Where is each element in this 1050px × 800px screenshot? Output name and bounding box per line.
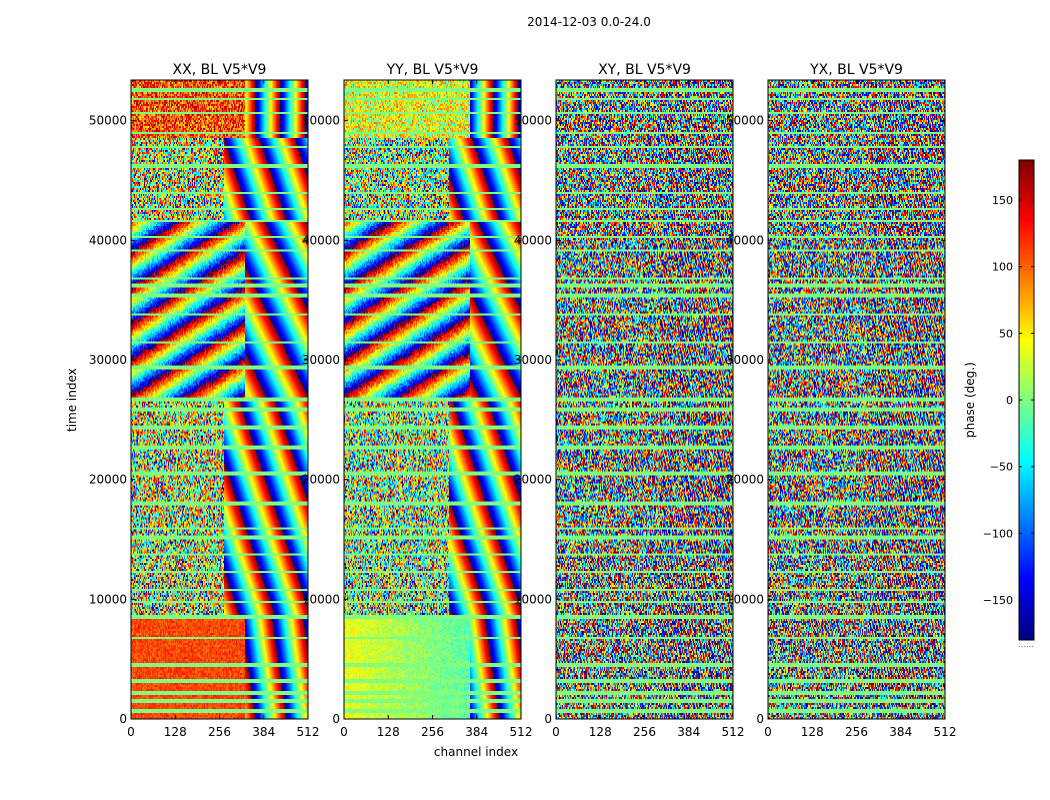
x-tick-label: 256 [208,725,231,739]
x-tick-label: 384 [252,725,275,739]
x-tick-label: 384 [889,725,912,739]
x-tick-label: 512 [722,725,745,739]
x-tick-label: 0 [340,725,348,739]
y-tick-label: 50000 [89,114,127,128]
x-tick-label: 256 [845,725,868,739]
panel-title: YX, BL V5*V9 [809,62,903,78]
x-tick-label: 512 [934,725,957,739]
panel-title: XY, BL V5*V9 [598,62,691,78]
y-tick-label: 50000 [726,114,764,128]
colorbar-label: phase (deg.) [963,362,977,438]
y-tick-label: 20000 [89,473,127,487]
y-tick-label: 20000 [726,473,764,487]
figure-title: 2014-12-03 0.0-24.0 [527,15,651,29]
y-tick-label: 10000 [726,592,764,606]
y-tick-label: 10000 [514,592,552,606]
y-tick-label: 40000 [302,233,340,247]
panel-yy: YY, BL V5*V9 0 128 256 384 512 0 10000 20000 3000… [302,62,533,739]
x-tick-label: 384 [677,725,700,739]
x-tick-label: 512 [297,725,320,739]
panel-xx: XX, BL V5*V9 0 128 256 384 512 0 10000 20000 3000… [89,62,320,739]
colorbar: 150 100 50 0 −50 −100 −150 [983,159,1035,641]
y-tick-label: 0 [332,712,340,726]
panel-frame [555,79,734,720]
colorbar-tick-label: 100 [992,261,1013,274]
x-tick-label: 512 [510,725,533,739]
panel-frame [767,79,946,720]
y-tick-label: 0 [119,712,127,726]
colorbar-tick-label: −50 [990,461,1013,474]
y-tick-label: 0 [756,712,764,726]
colorbar-tick-label: 0 [1006,394,1013,407]
x-tick-label: 128 [164,725,187,739]
y-tick-label: 20000 [514,473,552,487]
y-tick-label: 40000 [514,233,552,247]
x-tick-label: 384 [465,725,488,739]
y-tick-label: 40000 [89,233,127,247]
y-tick-label: 50000 [302,114,340,128]
y-tick-label: 30000 [302,353,340,367]
y-axis-label: time index [65,368,79,432]
x-tick-label: 0 [127,725,135,739]
colorbar-gradient [1019,160,1034,640]
y-tick-label: 20000 [302,473,340,487]
y-tick-label: 30000 [514,353,552,367]
colorbar-tick-label: 150 [992,194,1013,207]
y-tick-label: 30000 [726,353,764,367]
panel-frame [130,79,309,720]
colorbar-tick-label: −150 [983,594,1013,607]
panel-yx: YX, BL V5*V9 0 128 256 384 512 0 10000 20000 3000… [726,62,957,739]
x-tick-label: 128 [801,725,824,739]
panel-xy: XY, BL V5*V9 0 128 256 384 512 0 10000 20000 3000… [514,62,745,739]
x-tick-label: 128 [377,725,400,739]
x-tick-label: 256 [421,725,444,739]
colorbar-footer: ...... [1018,640,1033,649]
x-tick-label: 128 [589,725,612,739]
panel-frame [343,79,522,720]
x-tick-label: 0 [764,725,772,739]
panels-group: XX, BL V5*V9 0 128 256 384 512 0 10000 20000 3000… [89,62,957,739]
x-tick-label: 0 [552,725,560,739]
y-tick-label: 50000 [514,114,552,128]
y-tick-label: 10000 [302,592,340,606]
x-tick-label: 256 [633,725,656,739]
colorbar-tick-label: −100 [983,527,1013,540]
panel-title: XX, BL V5*V9 [173,62,267,78]
heatmap-yx [768,80,945,719]
y-tick-label: 0 [544,712,552,726]
y-tick-label: 30000 [89,353,127,367]
heatmap-xx [131,80,308,719]
heatmap-yy [344,80,521,719]
x-axis-label: channel index [434,745,518,759]
y-tick-label: 40000 [726,233,764,247]
y-tick-label: 10000 [89,592,127,606]
colorbar-tick-label: 50 [999,327,1013,340]
heatmap-xy [556,80,733,719]
panel-title: YY, BL V5*V9 [386,62,479,78]
